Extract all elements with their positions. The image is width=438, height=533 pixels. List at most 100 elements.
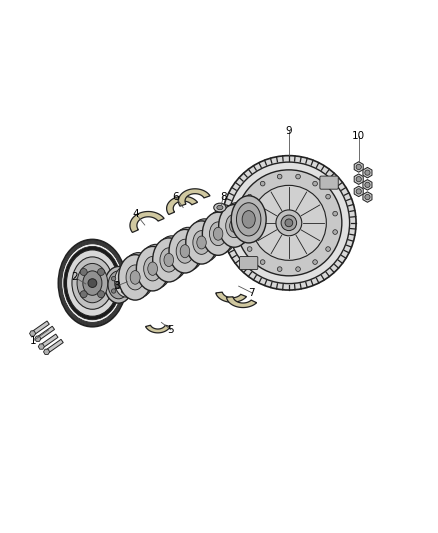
Polygon shape	[32, 321, 49, 335]
Circle shape	[333, 211, 337, 216]
Ellipse shape	[58, 239, 127, 327]
Ellipse shape	[232, 206, 254, 238]
Ellipse shape	[122, 253, 155, 298]
Ellipse shape	[115, 265, 138, 297]
Ellipse shape	[182, 231, 205, 262]
Polygon shape	[354, 161, 363, 172]
Ellipse shape	[214, 203, 226, 212]
Ellipse shape	[186, 237, 200, 256]
Ellipse shape	[160, 248, 178, 272]
Ellipse shape	[62, 244, 123, 322]
Polygon shape	[354, 174, 363, 184]
Ellipse shape	[77, 263, 108, 303]
Ellipse shape	[136, 246, 169, 291]
Polygon shape	[145, 325, 170, 333]
Ellipse shape	[164, 253, 173, 266]
Polygon shape	[354, 186, 363, 197]
Ellipse shape	[276, 210, 302, 236]
Ellipse shape	[144, 256, 162, 281]
Polygon shape	[130, 212, 164, 232]
Ellipse shape	[156, 236, 188, 280]
Ellipse shape	[64, 246, 121, 320]
Ellipse shape	[226, 214, 243, 238]
Ellipse shape	[186, 221, 217, 264]
Polygon shape	[43, 349, 49, 354]
Circle shape	[260, 181, 265, 186]
Circle shape	[80, 290, 87, 298]
Polygon shape	[178, 189, 210, 206]
Ellipse shape	[137, 263, 150, 282]
Circle shape	[356, 189, 361, 194]
Ellipse shape	[176, 239, 194, 263]
Circle shape	[277, 267, 282, 271]
Ellipse shape	[236, 212, 250, 231]
Ellipse shape	[209, 222, 227, 246]
Polygon shape	[166, 196, 198, 215]
Circle shape	[356, 176, 361, 182]
Ellipse shape	[237, 203, 261, 236]
Circle shape	[240, 211, 245, 216]
Circle shape	[365, 182, 370, 188]
Ellipse shape	[149, 248, 171, 280]
Circle shape	[313, 181, 318, 186]
Polygon shape	[46, 340, 63, 353]
Ellipse shape	[228, 162, 350, 284]
Text: 9: 9	[286, 126, 292, 136]
Circle shape	[365, 170, 370, 175]
Circle shape	[260, 260, 265, 264]
Polygon shape	[29, 331, 35, 336]
Text: 5: 5	[168, 325, 174, 335]
Ellipse shape	[105, 266, 133, 303]
Circle shape	[247, 195, 252, 199]
Ellipse shape	[197, 236, 206, 249]
Circle shape	[313, 260, 318, 264]
Ellipse shape	[217, 205, 223, 210]
Ellipse shape	[72, 257, 113, 309]
Polygon shape	[37, 326, 54, 340]
Ellipse shape	[169, 229, 201, 273]
Circle shape	[98, 290, 105, 298]
Circle shape	[111, 289, 116, 293]
Ellipse shape	[165, 239, 188, 271]
Circle shape	[247, 247, 252, 252]
Text: 7: 7	[248, 288, 255, 298]
Ellipse shape	[119, 272, 133, 291]
Ellipse shape	[172, 228, 204, 271]
Text: 8: 8	[220, 192, 227, 201]
Ellipse shape	[230, 220, 239, 232]
Circle shape	[80, 269, 87, 276]
Ellipse shape	[140, 244, 172, 289]
Ellipse shape	[189, 219, 220, 262]
Circle shape	[115, 281, 122, 288]
Polygon shape	[41, 334, 58, 348]
Ellipse shape	[203, 228, 217, 247]
Ellipse shape	[67, 250, 118, 316]
Ellipse shape	[222, 203, 253, 245]
Ellipse shape	[170, 246, 184, 265]
Ellipse shape	[213, 227, 223, 240]
Ellipse shape	[205, 210, 237, 253]
Text: 1: 1	[30, 336, 37, 346]
Ellipse shape	[281, 215, 297, 231]
Ellipse shape	[236, 170, 342, 276]
Circle shape	[365, 195, 370, 200]
Ellipse shape	[219, 205, 250, 247]
Circle shape	[121, 277, 126, 281]
Ellipse shape	[126, 265, 144, 290]
Ellipse shape	[202, 212, 234, 255]
FancyBboxPatch shape	[240, 256, 258, 270]
Polygon shape	[363, 167, 372, 178]
Text: 10: 10	[352, 131, 365, 141]
Text: 3: 3	[113, 281, 120, 291]
Polygon shape	[363, 180, 372, 190]
Text: 2: 2	[71, 272, 78, 282]
Ellipse shape	[153, 254, 167, 273]
Circle shape	[296, 267, 300, 271]
Ellipse shape	[153, 238, 185, 282]
Ellipse shape	[130, 271, 140, 284]
Ellipse shape	[251, 185, 326, 260]
Polygon shape	[38, 344, 44, 349]
Polygon shape	[216, 292, 247, 302]
Ellipse shape	[242, 211, 255, 228]
Polygon shape	[363, 192, 372, 203]
